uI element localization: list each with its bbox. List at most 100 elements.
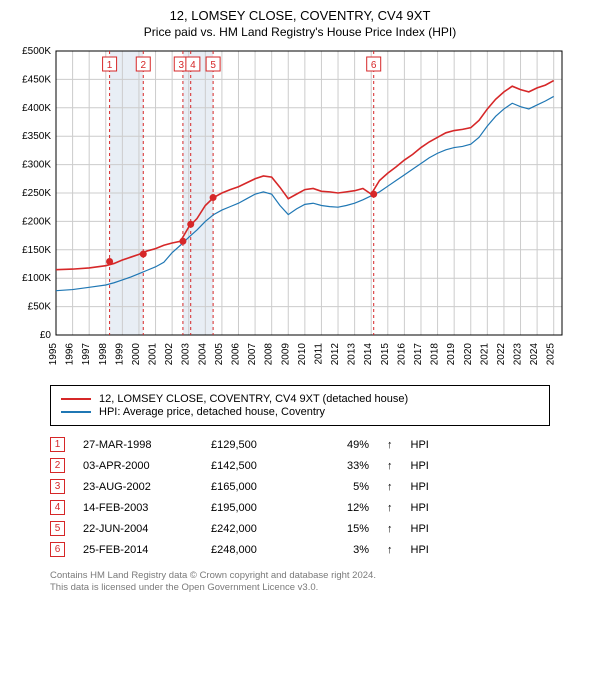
sale-suffix: HPI [411, 523, 429, 535]
sale-row: 2 03-APR-2000 £142,500 33% ↑ HPI [50, 455, 590, 476]
sale-pct: 33% [319, 460, 369, 472]
svg-text:2014: 2014 [363, 343, 374, 366]
sale-row: 4 14-FEB-2003 £195,000 12% ↑ HPI [50, 497, 590, 518]
svg-text:1995: 1995 [48, 343, 59, 366]
svg-text:2016: 2016 [396, 343, 407, 366]
arrow-up-icon: ↑ [387, 544, 393, 556]
sale-date: 22-JUN-2004 [83, 523, 193, 535]
legend-item: 12, LOMSEY CLOSE, COVENTRY, CV4 9XT (det… [61, 393, 539, 405]
sale-suffix: HPI [411, 481, 429, 493]
footnote-line: This data is licensed under the Open Gov… [50, 582, 590, 594]
svg-text:£150K: £150K [22, 245, 51, 256]
svg-text:2015: 2015 [380, 343, 391, 366]
svg-text:2013: 2013 [347, 343, 358, 366]
sale-pct: 3% [319, 544, 369, 556]
svg-text:2012: 2012 [330, 343, 341, 366]
legend: 12, LOMSEY CLOSE, COVENTRY, CV4 9XT (det… [50, 385, 550, 426]
chart-container: 12, LOMSEY CLOSE, COVENTRY, CV4 9XT Pric… [0, 0, 600, 605]
svg-text:2020: 2020 [463, 343, 474, 366]
svg-text:2019: 2019 [446, 343, 457, 366]
chart-subtitle: Price paid vs. HM Land Registry's House … [10, 25, 590, 39]
sale-suffix: HPI [411, 460, 429, 472]
arrow-up-icon: ↑ [387, 481, 393, 493]
arrow-up-icon: ↑ [387, 502, 393, 514]
sale-date: 03-APR-2000 [83, 460, 193, 472]
svg-text:2023: 2023 [513, 343, 524, 366]
arrow-up-icon: ↑ [387, 460, 393, 472]
svg-text:2017: 2017 [413, 343, 424, 366]
sale-number-box: 5 [50, 521, 65, 536]
sale-pct: 12% [319, 502, 369, 514]
arrow-up-icon: ↑ [387, 523, 393, 535]
svg-text:£500K: £500K [22, 46, 51, 57]
sale-date: 14-FEB-2003 [83, 502, 193, 514]
svg-text:1996: 1996 [65, 343, 76, 366]
svg-text:2002: 2002 [164, 343, 175, 366]
svg-text:£300K: £300K [22, 160, 51, 171]
svg-text:£0: £0 [40, 330, 52, 341]
sale-date: 25-FEB-2014 [83, 544, 193, 556]
sale-number-box: 4 [50, 500, 65, 515]
chart-title: 12, LOMSEY CLOSE, COVENTRY, CV4 9XT [10, 8, 590, 23]
sale-date: 27-MAR-1998 [83, 439, 193, 451]
svg-text:2021: 2021 [479, 343, 490, 366]
legend-swatch [61, 398, 91, 400]
svg-text:2005: 2005 [214, 343, 225, 366]
svg-text:3: 3 [178, 60, 184, 71]
sale-date: 23-AUG-2002 [83, 481, 193, 493]
svg-text:2022: 2022 [496, 343, 507, 366]
svg-text:£200K: £200K [22, 216, 51, 227]
footnote-line: Contains HM Land Registry data © Crown c… [50, 570, 590, 582]
svg-text:2009: 2009 [280, 343, 291, 366]
sale-row: 1 27-MAR-1998 £129,500 49% ↑ HPI [50, 434, 590, 455]
sale-suffix: HPI [411, 439, 429, 451]
sale-number-box: 1 [50, 437, 65, 452]
svg-text:£350K: £350K [22, 131, 51, 142]
svg-text:1998: 1998 [98, 343, 109, 366]
svg-text:2010: 2010 [297, 343, 308, 366]
arrow-up-icon: ↑ [387, 439, 393, 451]
svg-text:5: 5 [210, 60, 216, 71]
svg-text:2004: 2004 [197, 343, 208, 366]
sale-number-box: 2 [50, 458, 65, 473]
svg-text:1997: 1997 [81, 343, 92, 366]
svg-text:£450K: £450K [22, 74, 51, 85]
svg-text:1: 1 [107, 60, 113, 71]
svg-text:2011: 2011 [313, 343, 324, 365]
svg-text:2003: 2003 [181, 343, 192, 366]
legend-label: 12, LOMSEY CLOSE, COVENTRY, CV4 9XT (det… [99, 393, 408, 405]
sale-pct: 15% [319, 523, 369, 535]
svg-text:2006: 2006 [230, 343, 241, 366]
sale-row: 3 23-AUG-2002 £165,000 5% ↑ HPI [50, 476, 590, 497]
chart-area: £0 £50K £100K £150K £200K £250K £300K £350K £400… [10, 45, 590, 375]
svg-text:2007: 2007 [247, 343, 258, 366]
sale-pct: 5% [319, 481, 369, 493]
sales-table: 1 27-MAR-1998 £129,500 49% ↑ HPI 2 03-APR-2000 £… [50, 434, 590, 560]
legend-swatch [61, 411, 91, 413]
sale-number-box: 3 [50, 479, 65, 494]
sale-price: £242,000 [211, 523, 301, 535]
sale-price: £129,500 [211, 439, 301, 451]
sale-row: 5 22-JUN-2004 £242,000 15% ↑ HPI [50, 518, 590, 539]
svg-text:4: 4 [190, 60, 196, 71]
svg-text:2001: 2001 [148, 343, 159, 366]
sale-price: £195,000 [211, 502, 301, 514]
svg-text:2024: 2024 [529, 343, 540, 366]
legend-label: HPI: Average price, detached house, Cove… [99, 406, 325, 418]
svg-text:2: 2 [140, 60, 146, 71]
svg-text:2018: 2018 [430, 343, 441, 366]
svg-text:£50K: £50K [28, 302, 52, 313]
legend-item: HPI: Average price, detached house, Cove… [61, 406, 539, 418]
svg-text:1999: 1999 [114, 343, 125, 366]
sale-number-box: 6 [50, 542, 65, 557]
svg-text:2025: 2025 [546, 343, 557, 366]
sale-pct: 49% [319, 439, 369, 451]
sale-suffix: HPI [411, 502, 429, 514]
svg-text:6: 6 [371, 60, 377, 71]
svg-text:£100K: £100K [22, 273, 51, 284]
svg-text:£400K: £400K [22, 103, 51, 114]
sale-price: £142,500 [211, 460, 301, 472]
sale-price: £165,000 [211, 481, 301, 493]
sale-row: 625-FEB-2014£248,0003%↑HPI [50, 539, 590, 560]
svg-text:£250K: £250K [22, 188, 51, 199]
